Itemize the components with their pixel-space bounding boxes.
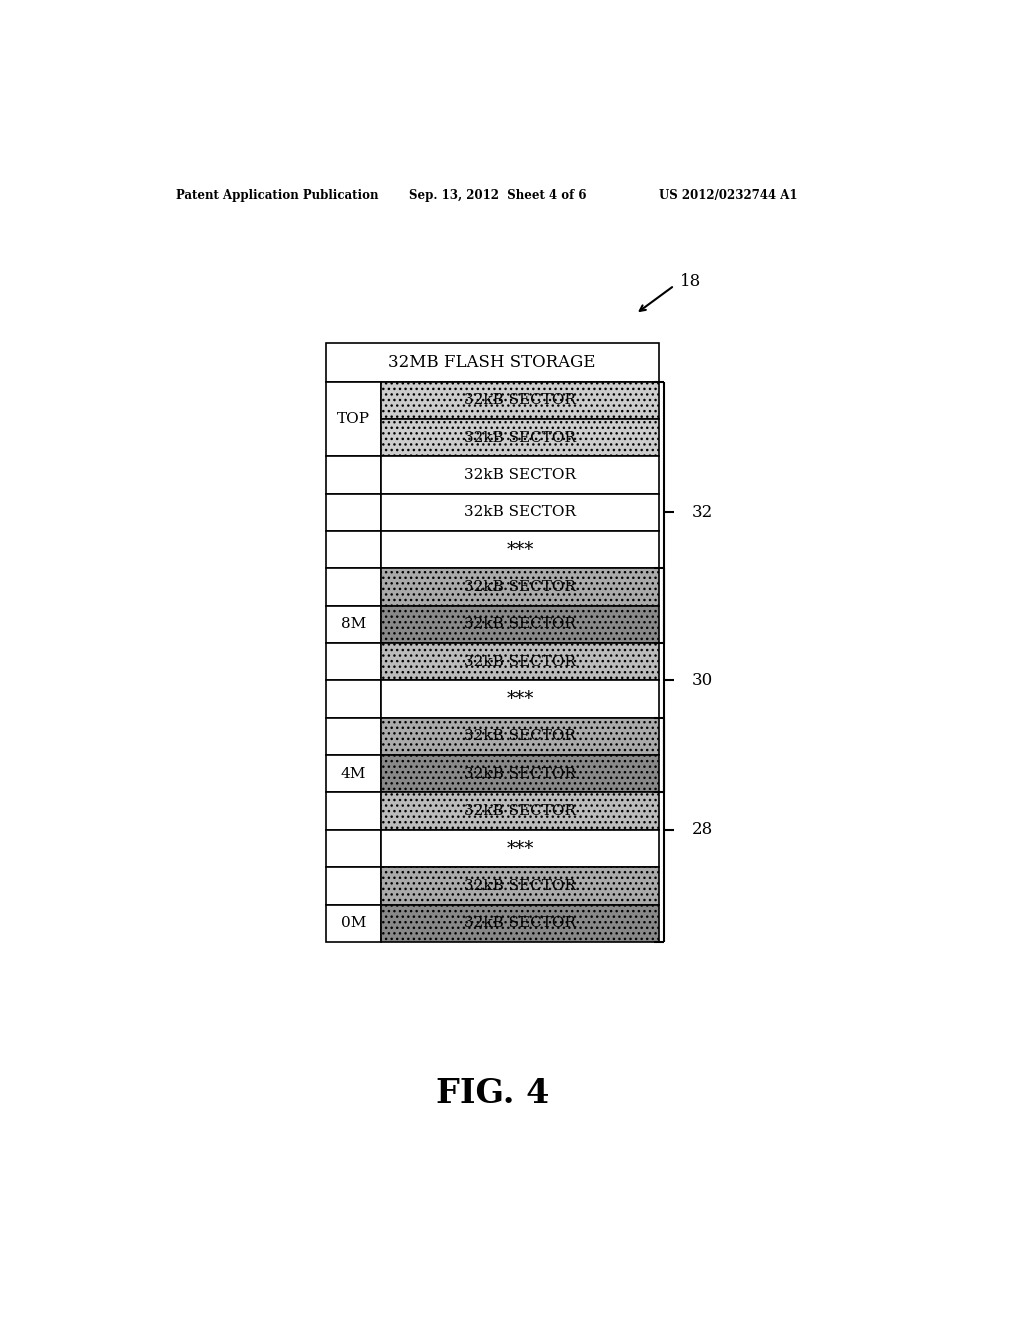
Bar xyxy=(326,867,381,904)
Bar xyxy=(381,867,658,904)
Text: 32kB SECTOR: 32kB SECTOR xyxy=(464,506,577,519)
Bar xyxy=(326,830,381,867)
Text: 32kB SECTOR: 32kB SECTOR xyxy=(464,469,577,482)
Bar xyxy=(326,718,381,755)
Text: 32kB SECTOR: 32kB SECTOR xyxy=(464,730,577,743)
Bar xyxy=(381,792,658,830)
Bar xyxy=(326,457,381,494)
Bar xyxy=(381,643,658,681)
Text: 32kB SECTOR: 32kB SECTOR xyxy=(464,655,577,669)
Text: 32kB SECTOR: 32kB SECTOR xyxy=(464,916,577,931)
Text: 0M: 0M xyxy=(341,916,367,931)
Text: Patent Application Publication: Patent Application Publication xyxy=(176,189,379,202)
Bar xyxy=(326,381,381,457)
Text: 18: 18 xyxy=(680,273,701,290)
Text: ***: *** xyxy=(507,690,534,708)
Text: 4M: 4M xyxy=(341,767,367,781)
Bar xyxy=(326,531,381,569)
Text: 8M: 8M xyxy=(341,618,367,631)
Text: 32MB FLASH STORAGE: 32MB FLASH STORAGE xyxy=(388,354,596,371)
Text: US 2012/0232744 A1: US 2012/0232744 A1 xyxy=(658,189,798,202)
Bar xyxy=(381,718,658,755)
Bar xyxy=(381,755,658,792)
Bar xyxy=(326,606,381,643)
Bar xyxy=(381,681,658,718)
Bar xyxy=(381,830,658,867)
Bar xyxy=(381,606,658,643)
Text: ***: *** xyxy=(507,541,534,558)
Text: 32kB SECTOR: 32kB SECTOR xyxy=(464,804,577,818)
Text: 32kB SECTOR: 32kB SECTOR xyxy=(464,430,577,445)
Bar xyxy=(381,494,658,531)
Text: 32kB SECTOR: 32kB SECTOR xyxy=(464,879,577,892)
Bar xyxy=(326,792,381,830)
Bar xyxy=(381,381,658,418)
Text: 32kB SECTOR: 32kB SECTOR xyxy=(464,618,577,631)
Text: 30: 30 xyxy=(692,672,714,689)
Bar xyxy=(381,904,658,942)
Text: ***: *** xyxy=(507,840,534,858)
Text: 32kB SECTOR: 32kB SECTOR xyxy=(464,767,577,781)
Bar xyxy=(326,643,381,681)
Bar xyxy=(326,494,381,531)
Text: 28: 28 xyxy=(692,821,714,838)
Text: FIG. 4: FIG. 4 xyxy=(435,1077,549,1110)
Bar xyxy=(326,343,658,381)
Bar xyxy=(381,569,658,606)
Bar xyxy=(381,418,658,457)
Text: Sep. 13, 2012  Sheet 4 of 6: Sep. 13, 2012 Sheet 4 of 6 xyxy=(409,189,586,202)
Text: 32kB SECTOR: 32kB SECTOR xyxy=(464,579,577,594)
Text: 32kB SECTOR: 32kB SECTOR xyxy=(464,393,577,408)
Bar xyxy=(326,904,381,942)
Text: TOP: TOP xyxy=(337,412,370,426)
Bar xyxy=(381,531,658,569)
Text: 32: 32 xyxy=(692,504,714,521)
Bar xyxy=(381,457,658,494)
Bar xyxy=(326,681,381,718)
Bar xyxy=(326,569,381,606)
Bar xyxy=(326,755,381,792)
